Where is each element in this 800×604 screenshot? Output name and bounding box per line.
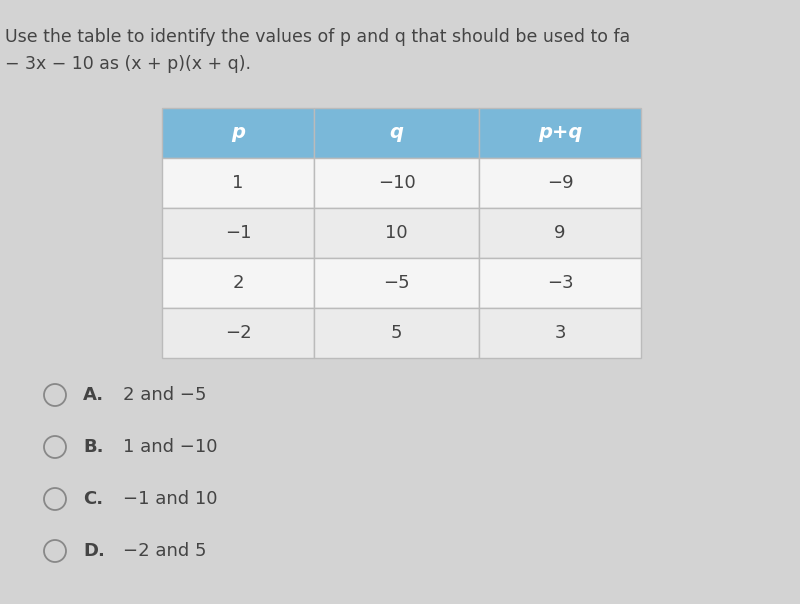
Bar [314,158,479,208]
Text: −10: −10 [378,174,415,192]
Text: 1 and −10: 1 and −10 [123,438,218,456]
Text: −1 and 10: −1 and 10 [123,490,218,508]
Text: D.: D. [83,542,105,560]
Text: −3: −3 [546,274,574,292]
Text: −2 and 5: −2 and 5 [123,542,206,560]
Text: p: p [231,123,245,143]
Text: 9: 9 [554,224,566,242]
Text: 2 and −5: 2 and −5 [123,386,206,404]
Bar [479,308,641,358]
Text: −9: −9 [546,174,574,192]
Text: 3: 3 [554,324,566,342]
Text: q: q [390,123,403,143]
Bar [479,158,641,208]
Bar [479,108,641,158]
Bar [314,308,479,358]
Text: C.: C. [83,490,103,508]
Bar [479,208,641,258]
Text: −5: −5 [383,274,410,292]
Bar [479,258,641,308]
Text: A.: A. [83,386,104,404]
Bar [314,208,479,258]
Text: 10: 10 [385,224,408,242]
Bar [314,108,479,158]
Text: −1: −1 [225,224,251,242]
Text: p+q: p+q [538,123,582,143]
Bar [162,258,314,308]
Text: 5: 5 [390,324,402,342]
Bar [162,108,314,158]
Bar [314,258,479,308]
Text: − 3x − 10 as (x + p)(x + q).: − 3x − 10 as (x + p)(x + q). [5,55,251,73]
Bar [162,308,314,358]
Text: −2: −2 [225,324,251,342]
Text: 2: 2 [232,274,244,292]
Bar [162,158,314,208]
Text: B.: B. [83,438,103,456]
Text: 1: 1 [232,174,244,192]
Bar [162,208,314,258]
Text: Use the table to identify the values of p and q that should be used to fa: Use the table to identify the values of … [5,28,630,46]
